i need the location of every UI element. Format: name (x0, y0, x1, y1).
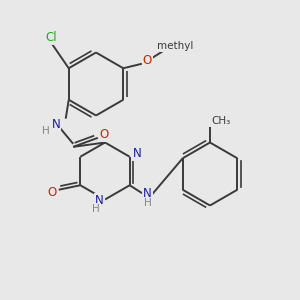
Text: O: O (100, 128, 109, 141)
Text: H: H (42, 126, 50, 136)
Text: H: H (144, 198, 152, 208)
Text: O: O (47, 186, 57, 199)
Text: N: N (95, 194, 104, 207)
Text: N: N (133, 147, 142, 160)
Text: Cl: Cl (45, 31, 56, 44)
Text: N: N (52, 118, 61, 131)
Text: H: H (92, 204, 100, 214)
Text: O: O (143, 54, 152, 67)
Text: N: N (143, 187, 152, 200)
Text: methyl: methyl (157, 41, 193, 51)
Text: CH₃: CH₃ (212, 116, 231, 127)
